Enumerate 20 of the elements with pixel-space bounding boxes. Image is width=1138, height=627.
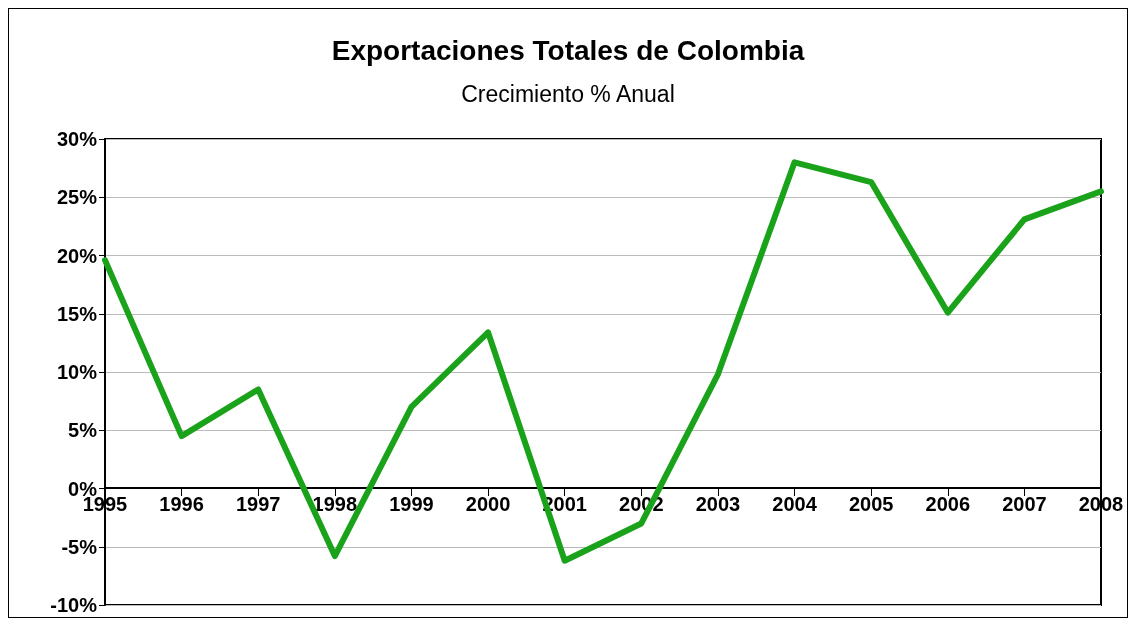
x-tick-label: 2005 [848, 493, 894, 515]
x-tick-label: 2004 [772, 493, 818, 515]
x-tick-label: 2006 [925, 493, 971, 515]
y-tick-label: 25% [56, 186, 98, 209]
x-tick-label: 2007 [1002, 493, 1047, 515]
y-tick-label: 30% [56, 128, 98, 150]
x-tick-label: 1996 [159, 493, 204, 515]
y-tick-label: -5% [61, 535, 98, 558]
chart-title: Exportaciones Totales de Colombia [331, 34, 805, 66]
y-tick-label: 10% [56, 361, 98, 383]
x-tick-label: 2003 [695, 493, 741, 515]
x-tick-label: 2000 [465, 493, 511, 515]
y-tick-label: -10% [50, 594, 98, 616]
chart-subtitle: Crecimiento % Anual [461, 80, 675, 107]
y-tick-label: 5% [68, 419, 98, 442]
y-tick-label: 15% [56, 302, 98, 325]
x-tick-label: 1999 [389, 493, 434, 515]
x-tick-label: 1998 [312, 493, 358, 515]
y-tick-label: 20% [56, 244, 98, 267]
x-tick-label: 1997 [235, 493, 281, 515]
